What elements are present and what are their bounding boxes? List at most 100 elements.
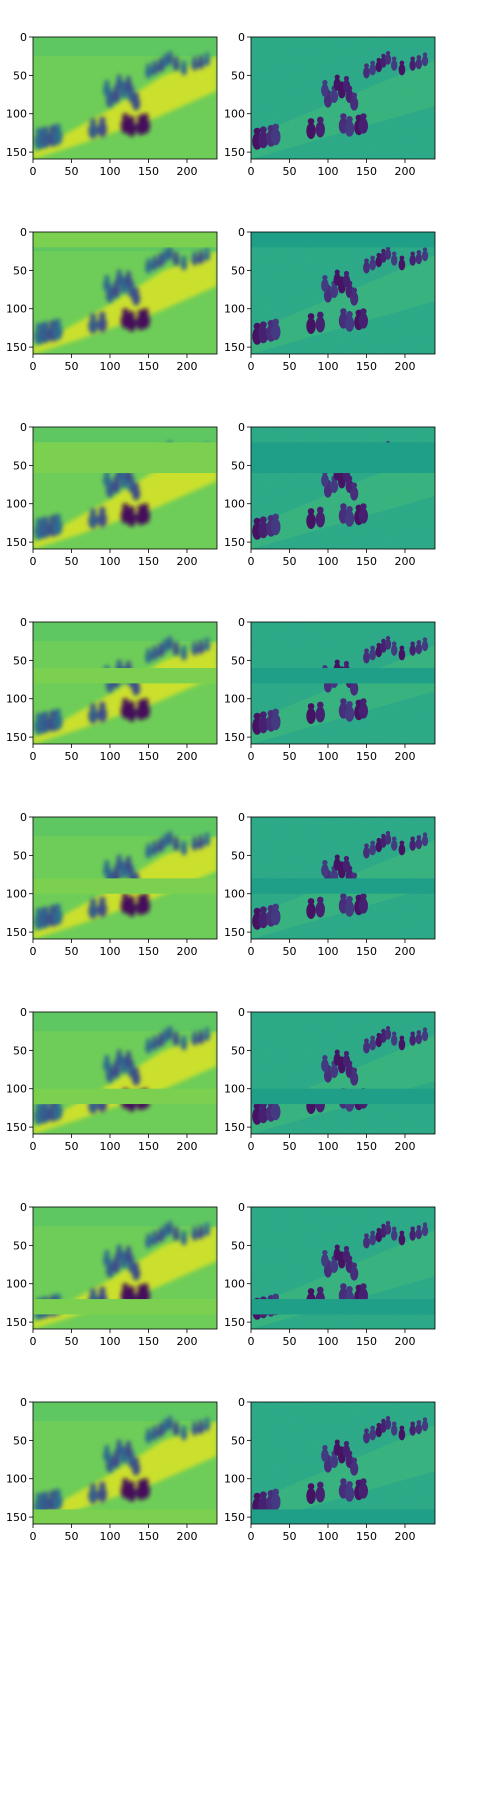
y-tick-label: 150 bbox=[224, 146, 245, 159]
person-figure bbox=[151, 63, 158, 76]
person-head bbox=[163, 638, 168, 644]
panel-r2-c1: 0 50 100 150 200 0 50 100 150 bbox=[6, 226, 218, 373]
person-figure bbox=[151, 1428, 158, 1441]
x-tick-label: 50 bbox=[64, 555, 78, 568]
person-figure bbox=[270, 713, 281, 731]
axes-frame bbox=[250, 1206, 436, 1330]
x-tick-label: 100 bbox=[99, 165, 120, 178]
person-head bbox=[41, 711, 49, 719]
people-group bbox=[34, 50, 211, 150]
x-tick-label: 200 bbox=[394, 165, 415, 178]
person-figure bbox=[191, 254, 198, 266]
person-head bbox=[54, 318, 62, 326]
x-tick-label: 150 bbox=[138, 165, 159, 178]
person-head bbox=[173, 56, 179, 61]
person-figure bbox=[384, 834, 392, 845]
person-head bbox=[35, 322, 43, 330]
heatmap-bright-band bbox=[33, 641, 217, 744]
person-head bbox=[122, 893, 129, 900]
person-figure bbox=[363, 846, 370, 859]
y-tick-label: 50 bbox=[13, 264, 27, 277]
person-figure bbox=[363, 1236, 370, 1249]
person-head bbox=[307, 508, 315, 515]
person-figure bbox=[369, 843, 376, 856]
person-head bbox=[116, 74, 122, 80]
person-head bbox=[340, 503, 347, 510]
person-figure bbox=[342, 1444, 351, 1458]
y-tick-label: 50 bbox=[13, 1239, 27, 1252]
masked-band bbox=[33, 232, 217, 248]
person-head bbox=[142, 1283, 149, 1290]
person-head bbox=[192, 1226, 197, 1231]
person-head bbox=[364, 648, 369, 654]
person-head bbox=[192, 836, 197, 841]
person-figure bbox=[258, 326, 269, 344]
axes-frame bbox=[32, 36, 218, 160]
person-figure bbox=[132, 96, 141, 111]
person-figure bbox=[306, 317, 316, 335]
person-figure bbox=[421, 1225, 429, 1237]
person-figure bbox=[369, 63, 376, 76]
y-tick-label: 100 bbox=[224, 303, 245, 316]
heatmap-top-region bbox=[33, 1207, 217, 1227]
person-head bbox=[376, 57, 382, 63]
person-figure bbox=[197, 1033, 205, 1045]
person-head bbox=[399, 645, 405, 651]
person-figure bbox=[112, 1454, 121, 1468]
person-head bbox=[253, 712, 261, 720]
x-tick-label: 100 bbox=[317, 750, 338, 763]
person-head bbox=[54, 903, 62, 911]
x-tick-label: 100 bbox=[317, 165, 338, 178]
person-head bbox=[307, 898, 315, 905]
person-head bbox=[340, 1283, 347, 1290]
person-figure bbox=[358, 897, 369, 914]
person-head bbox=[422, 52, 428, 57]
person-figure bbox=[124, 1444, 133, 1458]
person-head bbox=[391, 1031, 397, 1036]
person-head bbox=[399, 1230, 405, 1236]
person-head bbox=[410, 1226, 415, 1231]
person-head bbox=[316, 506, 324, 514]
person-figure bbox=[88, 902, 98, 920]
person-head bbox=[104, 860, 110, 866]
x-tick-label: 100 bbox=[99, 1530, 120, 1543]
person-head bbox=[346, 310, 353, 318]
person-figure bbox=[358, 312, 369, 329]
person-head bbox=[316, 311, 324, 319]
person-head bbox=[370, 1035, 375, 1041]
person-head bbox=[54, 513, 62, 521]
x-tick-label: 50 bbox=[282, 750, 296, 763]
x-tick-label: 200 bbox=[394, 360, 415, 373]
heatmap-top-region bbox=[33, 1012, 217, 1032]
person-head bbox=[158, 252, 164, 258]
person-head bbox=[376, 252, 382, 258]
person-figure bbox=[180, 843, 188, 856]
person-figure bbox=[124, 1054, 133, 1068]
person-head bbox=[370, 60, 375, 66]
person-head bbox=[259, 711, 267, 719]
person-head bbox=[334, 659, 340, 665]
y-tick-label: 100 bbox=[6, 108, 27, 121]
person-figure bbox=[321, 1058, 329, 1072]
axes-frame bbox=[250, 816, 436, 940]
person-figure bbox=[270, 323, 281, 341]
person-head bbox=[89, 1288, 97, 1295]
person-figure bbox=[105, 1458, 115, 1473]
person-figure bbox=[151, 648, 158, 661]
person-figure bbox=[203, 1030, 211, 1042]
person-head bbox=[316, 116, 324, 124]
person-figure bbox=[132, 681, 141, 696]
person-head bbox=[370, 1230, 375, 1236]
y-tick-label: 50 bbox=[231, 1044, 245, 1057]
person-figure bbox=[258, 1106, 269, 1124]
axes-frame bbox=[250, 231, 436, 355]
people-group bbox=[252, 50, 429, 150]
person-head bbox=[167, 1025, 173, 1031]
person-head bbox=[204, 52, 210, 57]
person-head bbox=[146, 648, 151, 654]
x-tick-label: 200 bbox=[176, 1530, 197, 1543]
axes-frame bbox=[32, 1401, 218, 1525]
person-figure bbox=[145, 66, 152, 79]
person-head bbox=[152, 645, 157, 651]
person-head bbox=[89, 313, 97, 320]
